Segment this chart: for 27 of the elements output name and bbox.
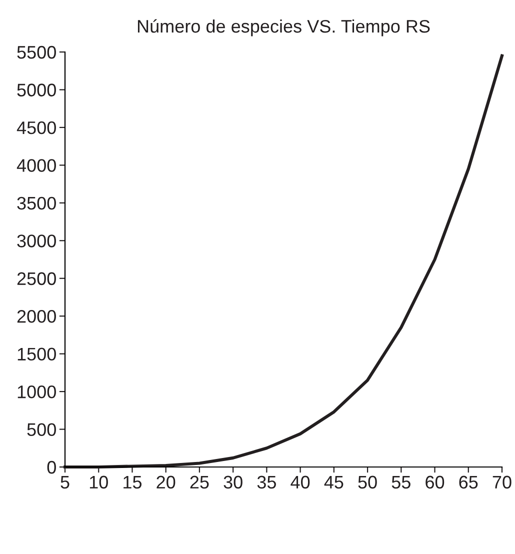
x-tick-label: 20 [156,476,176,489]
x-tick-label: 30 [224,476,242,489]
y-tick-label: 5500 [17,46,56,59]
y-tick-label: 3500 [17,196,56,210]
x-tick-label: 25 [190,476,209,489]
x-tick-label: 5 [60,476,70,489]
chart-title: Número de especies VS. Tiempo RS [138,19,430,36]
x-tick-label: 50 [358,476,377,489]
y-tick-label: 1500 [18,348,56,361]
x-tick-label: 70 [492,476,512,489]
x-tick-label: 65 [459,476,478,489]
x-tick-label: 45 [324,476,344,489]
x-tick-label: 15 [124,476,142,489]
y-tick-label: 2000 [17,310,56,323]
y-tick-label: 3000 [17,234,56,248]
y-tick-label: 4500 [16,121,56,134]
x-tick-label: 60 [426,476,444,489]
y-tick-label: 500 [27,423,56,436]
x-tick-label: 40 [290,476,310,489]
y-tick-label: 0 [47,460,56,474]
y-tick-label: 5000 [17,84,56,96]
x-tick-label: 35 [257,476,276,489]
y-tick-label: 1000 [18,385,56,398]
x-tick-label: 10 [90,476,108,489]
x-tick-label: 55 [392,476,410,489]
y-tick-label: 4000 [16,159,56,172]
y-tick-label: 2500 [17,272,56,286]
